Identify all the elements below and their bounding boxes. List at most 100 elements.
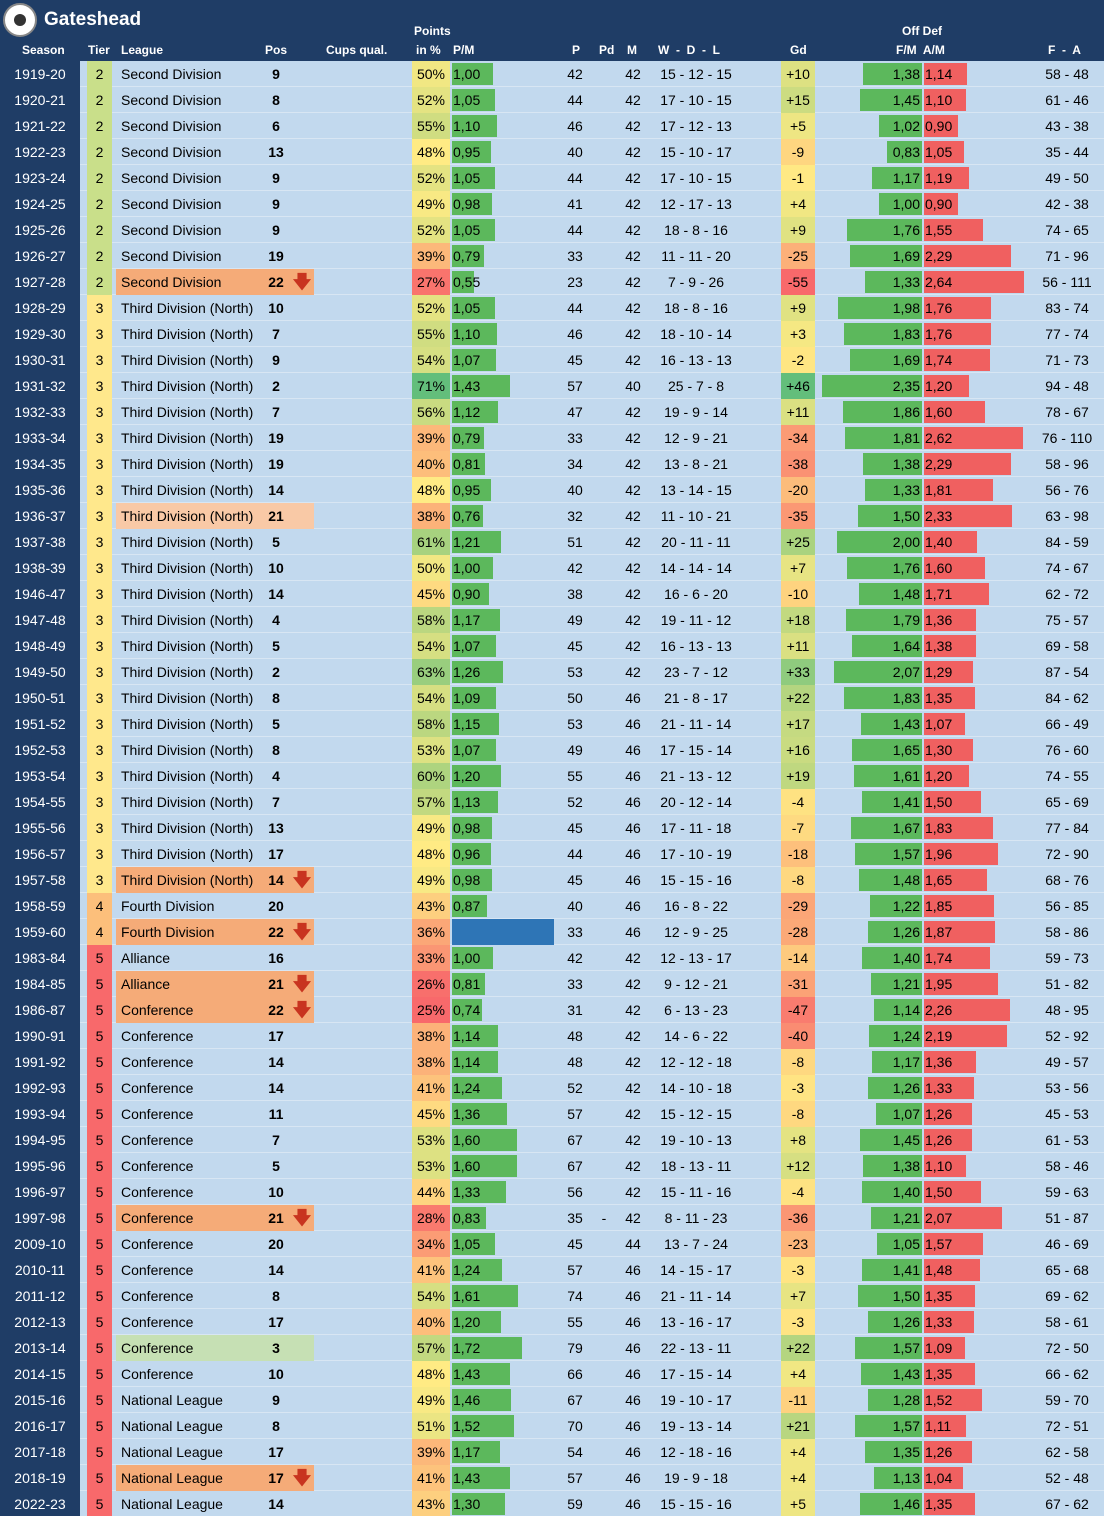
points-percent-cell: 71%	[412, 373, 450, 399]
goals-for-per-match-value: 1,57	[892, 1340, 920, 1356]
table-row: 1994-95 5 Conference 7 53% 1,60 67 42 19 - 10 - …	[0, 1127, 1104, 1153]
goals-against-per-match-value: 1,04	[925, 1470, 953, 1486]
season-cell: 1984-85	[0, 971, 80, 997]
season-cell: 1928-29	[0, 295, 80, 321]
goal-difference-cell: -8	[781, 867, 815, 893]
points-per-match-bar	[452, 193, 492, 215]
points-per-match-cell: 1,24	[452, 1257, 552, 1283]
col-pos[interactable]: Pos	[265, 43, 288, 57]
league-cell: Conference	[121, 1158, 194, 1174]
goals-for-per-match-cell: 1,57	[820, 1413, 922, 1439]
goals-for-per-match-cell: 1,48	[820, 581, 922, 607]
offense-bar	[844, 427, 922, 449]
goals-against-per-match-cell: 1,14	[924, 61, 1028, 87]
season-cell: 1919-20	[0, 61, 80, 87]
win-draw-loss-cell: 9 - 12 - 21	[664, 976, 728, 992]
tier-cell: 2	[87, 61, 112, 87]
league-cell: Third Division (North)	[116, 867, 314, 893]
goals-against-per-match-cell: 2,19	[924, 1023, 1028, 1049]
points-per-match-cell: 1,05	[452, 1231, 552, 1257]
win-draw-loss-cell: 11 - 11 - 20	[661, 248, 731, 264]
goals-against-per-match-cell: 1,10	[924, 1153, 1028, 1179]
goals-against-per-match-value: 1,50	[925, 794, 953, 810]
points-percent-cell: 51%	[412, 1413, 450, 1439]
points-percent-cell: 48%	[412, 1361, 450, 1387]
col-m[interactable]: M	[627, 43, 637, 57]
matches-cell: 42	[625, 66, 641, 82]
goals-against-per-match-value: 1,76	[925, 326, 953, 342]
col-wdl[interactable]: W - D - L	[658, 43, 720, 57]
point-deduction-cell	[594, 191, 614, 217]
points-per-match-value: 1,00	[453, 560, 481, 576]
col-tier[interactable]: Tier	[88, 43, 110, 57]
offense-bar	[872, 1051, 922, 1073]
position-cell: 10	[268, 560, 284, 576]
col-fm-am[interactable]: F/M A/M	[896, 43, 945, 57]
col-gd[interactable]: Gd	[790, 43, 807, 57]
table-row: 1921-22 2 Second Division 6 55% 1,10 46 42 17 - …	[0, 113, 1104, 139]
matches-cell: 42	[625, 222, 641, 238]
col-league[interactable]: League	[121, 43, 164, 57]
tier-cell: 3	[87, 581, 112, 607]
position-cell: 7	[272, 404, 280, 420]
goals-for-against-cell: 71 - 73	[1045, 352, 1089, 368]
league-cell: Third Division (North)	[121, 378, 254, 394]
goals-against-per-match-value: 1,74	[925, 950, 953, 966]
defense-bar	[924, 115, 959, 137]
defense-bar	[924, 973, 998, 995]
defense-bar	[924, 765, 970, 787]
col-season[interactable]: Season	[22, 43, 65, 57]
col-pd[interactable]: Pd	[599, 43, 615, 57]
goals-against-per-match-cell: 1,74	[924, 347, 1028, 373]
goals-against-per-match-value: 1,35	[925, 690, 953, 706]
goals-for-against-cell: 58 - 61	[1045, 1314, 1089, 1330]
win-draw-loss-cell: 20 - 12 - 14	[660, 794, 732, 810]
win-draw-loss-cell: 15 - 12 - 15	[660, 1106, 732, 1122]
season-cell: 1952-53	[0, 737, 80, 763]
tier-cell: 5	[87, 1049, 112, 1075]
col-p[interactable]: P	[572, 43, 581, 57]
col-cups[interactable]: Cups qual.	[326, 43, 388, 57]
goal-difference-cell: +11	[781, 633, 815, 659]
points-percent-cell: 45%	[412, 581, 450, 607]
tier-cell: 5	[87, 997, 112, 1023]
points-per-match-cell: 1,00	[452, 555, 552, 581]
goals-against-per-match-value: 2,29	[925, 456, 953, 472]
points-cell: 33	[567, 430, 583, 446]
col-pct[interactable]: in %	[416, 43, 441, 57]
matches-cell: 46	[625, 716, 641, 732]
goals-for-against-cell: 65 - 68	[1045, 1262, 1089, 1278]
goals-against-per-match-value: 1,09	[925, 1340, 953, 1356]
col-pm[interactable]: P/M	[453, 43, 475, 57]
col-fa[interactable]: F - A	[1048, 43, 1081, 57]
points-per-match-bar	[452, 583, 489, 605]
points-per-match-bar	[452, 219, 495, 241]
goals-for-per-match-value: 1,00	[892, 196, 920, 212]
goals-for-against-cell: 69 - 58	[1045, 638, 1089, 654]
matches-cell: 42	[625, 950, 641, 966]
win-draw-loss-cell: 6 - 13 - 23	[664, 1002, 728, 1018]
points-per-match-bar	[452, 453, 485, 475]
point-deduction-cell	[594, 1465, 614, 1491]
defense-bar	[924, 1207, 1003, 1229]
position-cell: 19	[268, 430, 284, 446]
points-percent-cell: 40%	[412, 1309, 450, 1335]
points-cell: 44	[567, 92, 583, 108]
point-deduction-cell	[594, 555, 614, 581]
table-row: 1934-35 3 Third Division (North) 19 40% 0,81 3…	[0, 451, 1104, 477]
goals-against-per-match-cell: 1,35	[924, 1283, 1028, 1309]
points-per-match-cell: 1,05	[452, 217, 552, 243]
goals-against-per-match-value: 1,35	[925, 1366, 953, 1382]
points-cell: 23	[567, 274, 583, 290]
points-per-match-value: 1,07	[453, 352, 481, 368]
points-cell: 33	[567, 248, 583, 264]
defense-bar	[924, 375, 970, 397]
goal-difference-cell: +3	[781, 321, 815, 347]
goals-for-per-match-value: 1,07	[892, 1106, 920, 1122]
points-per-match-value: 1,15	[453, 716, 481, 732]
offense-bar	[858, 1285, 922, 1307]
point-deduction-cell	[594, 373, 614, 399]
league-cell: Fourth Division	[116, 919, 314, 945]
points-percent-cell: 39%	[412, 425, 450, 451]
tier-cell: 3	[87, 633, 112, 659]
